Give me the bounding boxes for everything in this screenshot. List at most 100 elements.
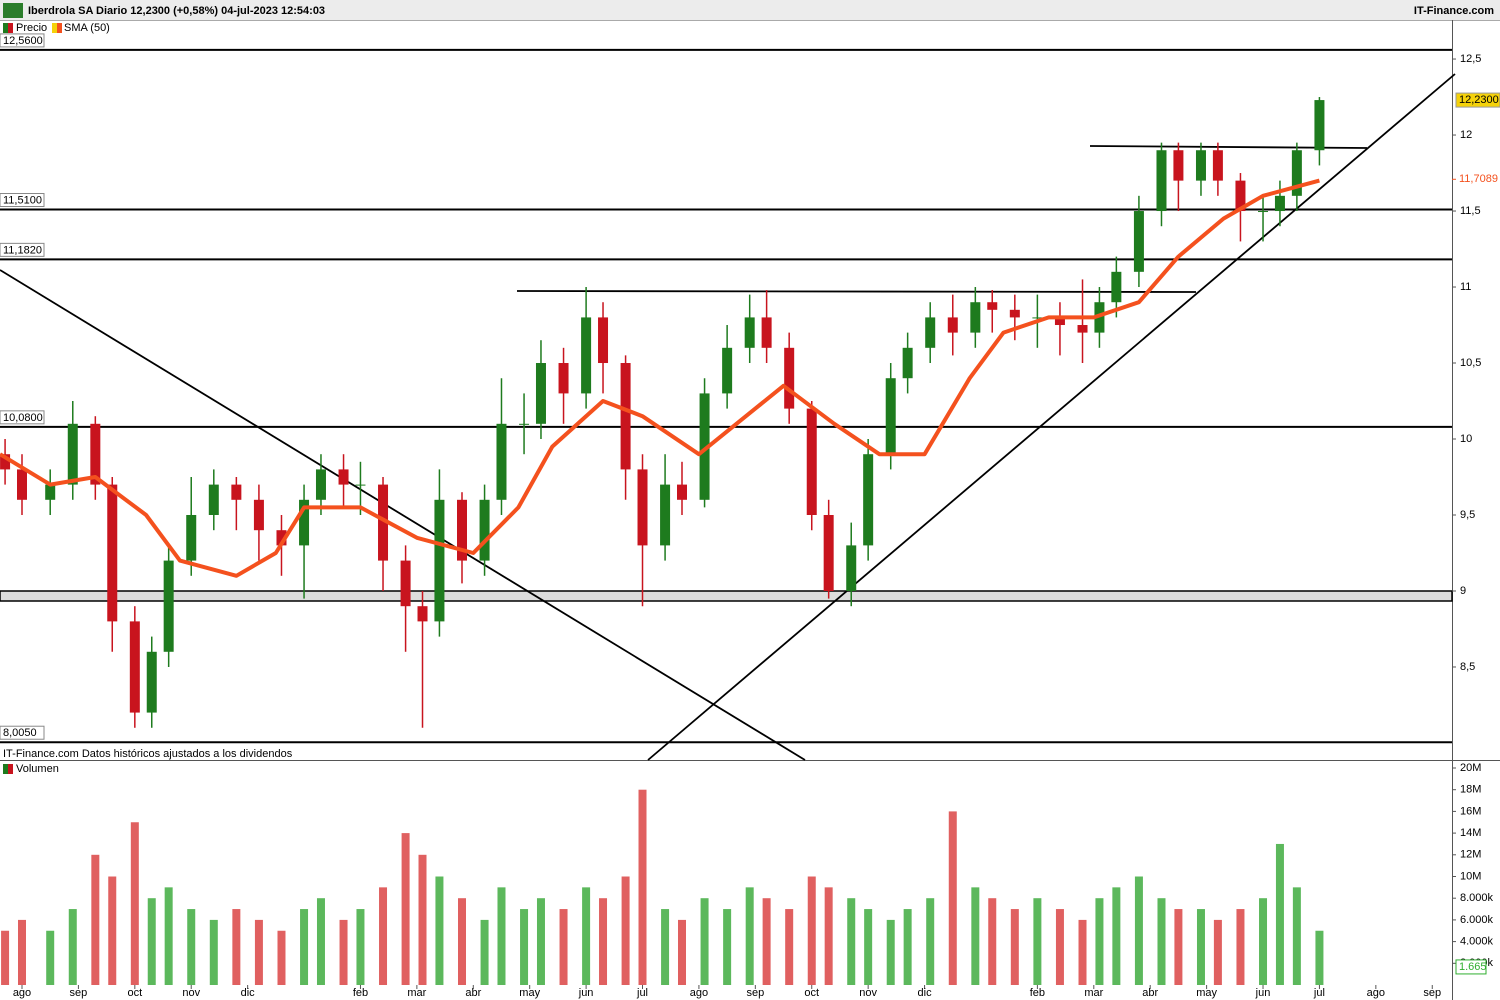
y-tick-label: 6.000k: [1460, 914, 1494, 926]
candle-body: [823, 514, 834, 591]
last-volume-label: 1.665: [1459, 961, 1487, 973]
y-tick-label: 12M: [1460, 849, 1481, 861]
x-tick-label: abr: [1142, 987, 1158, 999]
x-tick-label: may: [519, 987, 540, 999]
volume-bar: [232, 909, 241, 985]
candle-body: [1009, 309, 1020, 318]
volume-bar: [599, 898, 608, 985]
volume-bar: [807, 876, 816, 985]
x-tick-label: ago: [1367, 987, 1385, 999]
x-tick-label: mar: [1084, 987, 1103, 999]
level-label: 8,0050: [3, 727, 37, 739]
candle-body: [637, 469, 648, 546]
candle-body: [846, 545, 857, 591]
candle-body: [208, 484, 219, 515]
candle-body: [806, 408, 817, 515]
volume-bar: [401, 833, 410, 985]
volume-bar: [254, 919, 263, 985]
y-tick-label: 10,5: [1460, 357, 1481, 369]
plot-area: Precio SMA (50) 8,5 9 9,5 10 10,5 11 11,5 12 12,5 1…: [0, 22, 1500, 999]
level-label-box: [0, 725, 45, 740]
candle-body: [761, 317, 772, 348]
candle-body: [863, 454, 874, 546]
candle-body: [699, 393, 710, 500]
volume-bar: [418, 854, 427, 985]
candle-body: [355, 484, 366, 486]
volume-bar: [1196, 909, 1205, 985]
candle-body: [784, 347, 795, 409]
candle-body: [1156, 150, 1167, 212]
level-label-box: [0, 410, 45, 425]
candle-body: [677, 484, 687, 500]
y-tick-label: 10: [1460, 433, 1472, 445]
x-tick-label: abr: [465, 987, 481, 999]
volume-bar: [300, 909, 309, 985]
x-tick-label: dic: [241, 987, 256, 999]
volume-bar: [187, 909, 196, 985]
volume-bar: [147, 898, 156, 985]
candle-body: [1077, 325, 1088, 333]
x-tick-label: ago: [690, 987, 708, 999]
legend-swatch: [8, 764, 13, 774]
header-title: Iberdrola SA Diario 12,2300 (+0,58%) 04-…: [28, 5, 325, 17]
y-tick-label: 8.000k: [1460, 892, 1494, 904]
trend-line: [647, 73, 1456, 761]
volume-bar: [1236, 909, 1245, 985]
candle-body: [1212, 150, 1223, 181]
candle-body: [1111, 271, 1122, 303]
volume-bar: [1275, 843, 1284, 985]
y-tick-label: 9,5: [1460, 509, 1475, 521]
volume-bar: [1112, 887, 1121, 985]
volume-bar: [480, 919, 489, 985]
candle-body: [947, 317, 958, 333]
candle-body: [496, 423, 507, 500]
legend-label: Precio: [16, 22, 47, 34]
candle-body: [338, 469, 349, 485]
candle-body: [925, 317, 936, 348]
candle-body: [299, 499, 310, 546]
candle-body: [987, 302, 998, 310]
y-tick-label: 20M: [1460, 762, 1481, 774]
level-label-box: [0, 193, 45, 208]
volume-bar: [209, 919, 218, 985]
volume-bar: [762, 898, 771, 985]
candle-body: [107, 484, 118, 622]
candle-body: [1314, 100, 1325, 151]
volume-bar: [1315, 930, 1324, 985]
y-tick-label: 9: [1460, 585, 1466, 597]
candle-body: [722, 347, 733, 394]
candle-body: [253, 499, 264, 531]
last-price-box: [1455, 92, 1500, 108]
level-label-box: [0, 33, 45, 48]
support-band: [0, 590, 1453, 602]
x-tick-label: jul: [1313, 987, 1325, 999]
candle-body: [902, 347, 913, 379]
candle-body: [434, 499, 445, 622]
volume-bar: [1010, 909, 1019, 985]
volume-bar: [1078, 919, 1087, 985]
volume-bar: [559, 909, 568, 985]
legend-label: SMA (50): [64, 22, 110, 34]
volume-bar: [130, 822, 139, 985]
volume-bar: [723, 909, 732, 985]
last-price-label: 12,2300: [1459, 94, 1499, 106]
volume-bar: [1292, 887, 1301, 985]
last-volume-box: [1455, 959, 1487, 975]
x-tick-label: sep: [746, 987, 764, 999]
volume-bar: [1259, 898, 1268, 985]
volume-bar: [277, 930, 286, 985]
candle-body: [45, 484, 56, 500]
candle-body: [581, 317, 592, 394]
candle-body: [660, 484, 671, 546]
legend-swatch: [52, 23, 57, 33]
candle-body: [620, 363, 631, 470]
x-tick-label: mar: [407, 987, 426, 999]
candle-body: [598, 317, 609, 364]
legend-swatch: [3, 764, 8, 774]
candle-body: [885, 378, 896, 455]
candle-body: [163, 560, 174, 652]
volume-bar: [458, 898, 466, 985]
x-tick-label: jun: [1255, 987, 1271, 999]
volume-bar: [785, 909, 794, 985]
candle-body: [276, 530, 287, 546]
